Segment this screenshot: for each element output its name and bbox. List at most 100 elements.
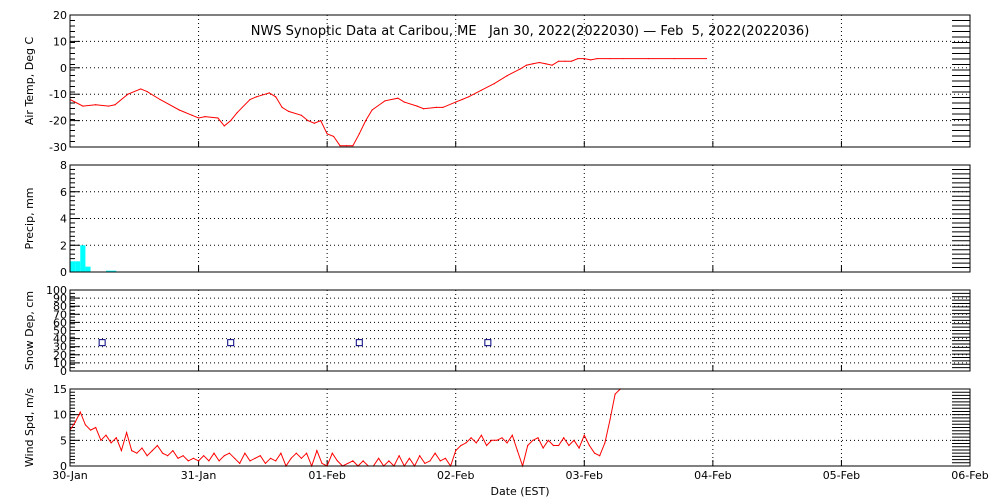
temp-point	[365, 120, 367, 122]
wind-point	[429, 460, 431, 462]
wind-point	[280, 452, 282, 454]
y-tick-label: 50	[53, 325, 67, 338]
wind-point	[115, 437, 117, 439]
wind-point	[269, 457, 272, 459]
wind-point	[244, 452, 246, 454]
panel-frame	[69, 289, 971, 372]
snow-depth-point	[227, 339, 235, 347]
y-tick-label: 5	[60, 434, 67, 447]
temp-point	[519, 68, 521, 70]
temp-point	[204, 116, 206, 118]
y-tick-label: 40	[53, 333, 67, 346]
wind-point	[362, 460, 364, 462]
temp-point	[287, 110, 290, 112]
wind-point	[305, 452, 308, 454]
chart-title: NWS Synoptic Data at Caribou, ME Jan 30,…	[251, 24, 810, 39]
temp-point	[570, 60, 573, 62]
wind-point	[167, 455, 169, 457]
wind-point	[79, 411, 81, 413]
y-tick-label: 10	[53, 35, 67, 48]
wind-point	[455, 450, 457, 452]
wind-point	[275, 460, 277, 462]
temp-point	[358, 133, 360, 135]
temp-point	[339, 145, 341, 147]
wind-point	[208, 460, 210, 462]
temp-point	[493, 83, 495, 85]
temp-point	[596, 57, 598, 60]
wind-point	[511, 434, 513, 436]
wind-point	[599, 455, 601, 457]
temp-point	[442, 106, 444, 108]
wind-point	[233, 457, 236, 459]
wind-point	[377, 457, 380, 459]
wind-point	[465, 442, 467, 444]
wind-point	[95, 426, 97, 429]
wind-point	[223, 455, 225, 457]
y-tick-label: 4	[60, 213, 67, 226]
wind-point	[120, 450, 123, 452]
y-tick-label: 70	[53, 308, 67, 321]
y-tick-label: -10	[49, 88, 67, 101]
wind-point	[347, 462, 349, 465]
temp-point	[281, 106, 283, 108]
wind-point	[388, 460, 390, 462]
temp-point	[416, 105, 418, 107]
temp-point	[551, 64, 553, 66]
wind-point	[161, 452, 164, 454]
temp-point	[538, 61, 540, 64]
y-tick-label: 0	[60, 266, 67, 279]
temp-point	[255, 96, 258, 98]
y-tick-label: 8	[60, 159, 67, 172]
x-tick-label: 06-Feb	[951, 469, 988, 482]
y-tick-label: 10	[53, 357, 67, 370]
wind-point	[573, 439, 575, 441]
wind-point	[563, 437, 565, 439]
wind-point	[125, 432, 128, 434]
y-tick-label: 80	[53, 300, 67, 313]
temp-point	[647, 57, 650, 60]
x-tick-label: 04-Feb	[694, 469, 731, 482]
temp-point	[590, 59, 592, 61]
temp-point	[159, 98, 161, 101]
wind-point	[506, 442, 508, 444]
temp-point	[622, 57, 624, 60]
wind-point	[552, 444, 555, 447]
wind-point	[501, 437, 503, 439]
wind-point	[419, 455, 421, 457]
temp-point	[140, 88, 142, 90]
precip-bar	[80, 245, 86, 272]
wind-point	[491, 439, 493, 441]
wind-point	[321, 462, 323, 465]
temp-point	[345, 145, 348, 147]
y-tick-label: -30	[49, 141, 67, 154]
wind-point	[485, 444, 488, 447]
wind-point	[197, 460, 200, 462]
wind-point	[218, 460, 220, 462]
wind-point	[609, 419, 611, 421]
y-tick-label: 60	[53, 316, 67, 329]
wind-point	[151, 450, 153, 452]
wind-point	[475, 442, 477, 444]
temp-point	[455, 101, 457, 103]
precip-panel: 0 2 4 6 8 Precip, mm	[23, 159, 971, 279]
y-tick-label: 30	[53, 341, 67, 354]
temp-point	[577, 57, 579, 60]
precip-bar	[70, 261, 76, 272]
wind-point	[398, 455, 400, 457]
wind-point	[434, 452, 436, 454]
y-tick-label: 20	[53, 349, 67, 362]
wind-point	[290, 457, 292, 459]
wind-point	[295, 452, 297, 454]
wind-point	[84, 424, 87, 426]
wind-point	[146, 455, 148, 457]
temp-point	[532, 63, 534, 65]
wind-point	[156, 444, 159, 447]
wind-point	[604, 442, 606, 444]
y-tick-label: 6	[60, 186, 67, 199]
x-tick-label: 05-Feb	[823, 469, 860, 482]
wind-point	[249, 460, 251, 462]
temp-point	[223, 125, 225, 127]
wind-point	[182, 455, 184, 457]
temp-point	[146, 90, 148, 93]
